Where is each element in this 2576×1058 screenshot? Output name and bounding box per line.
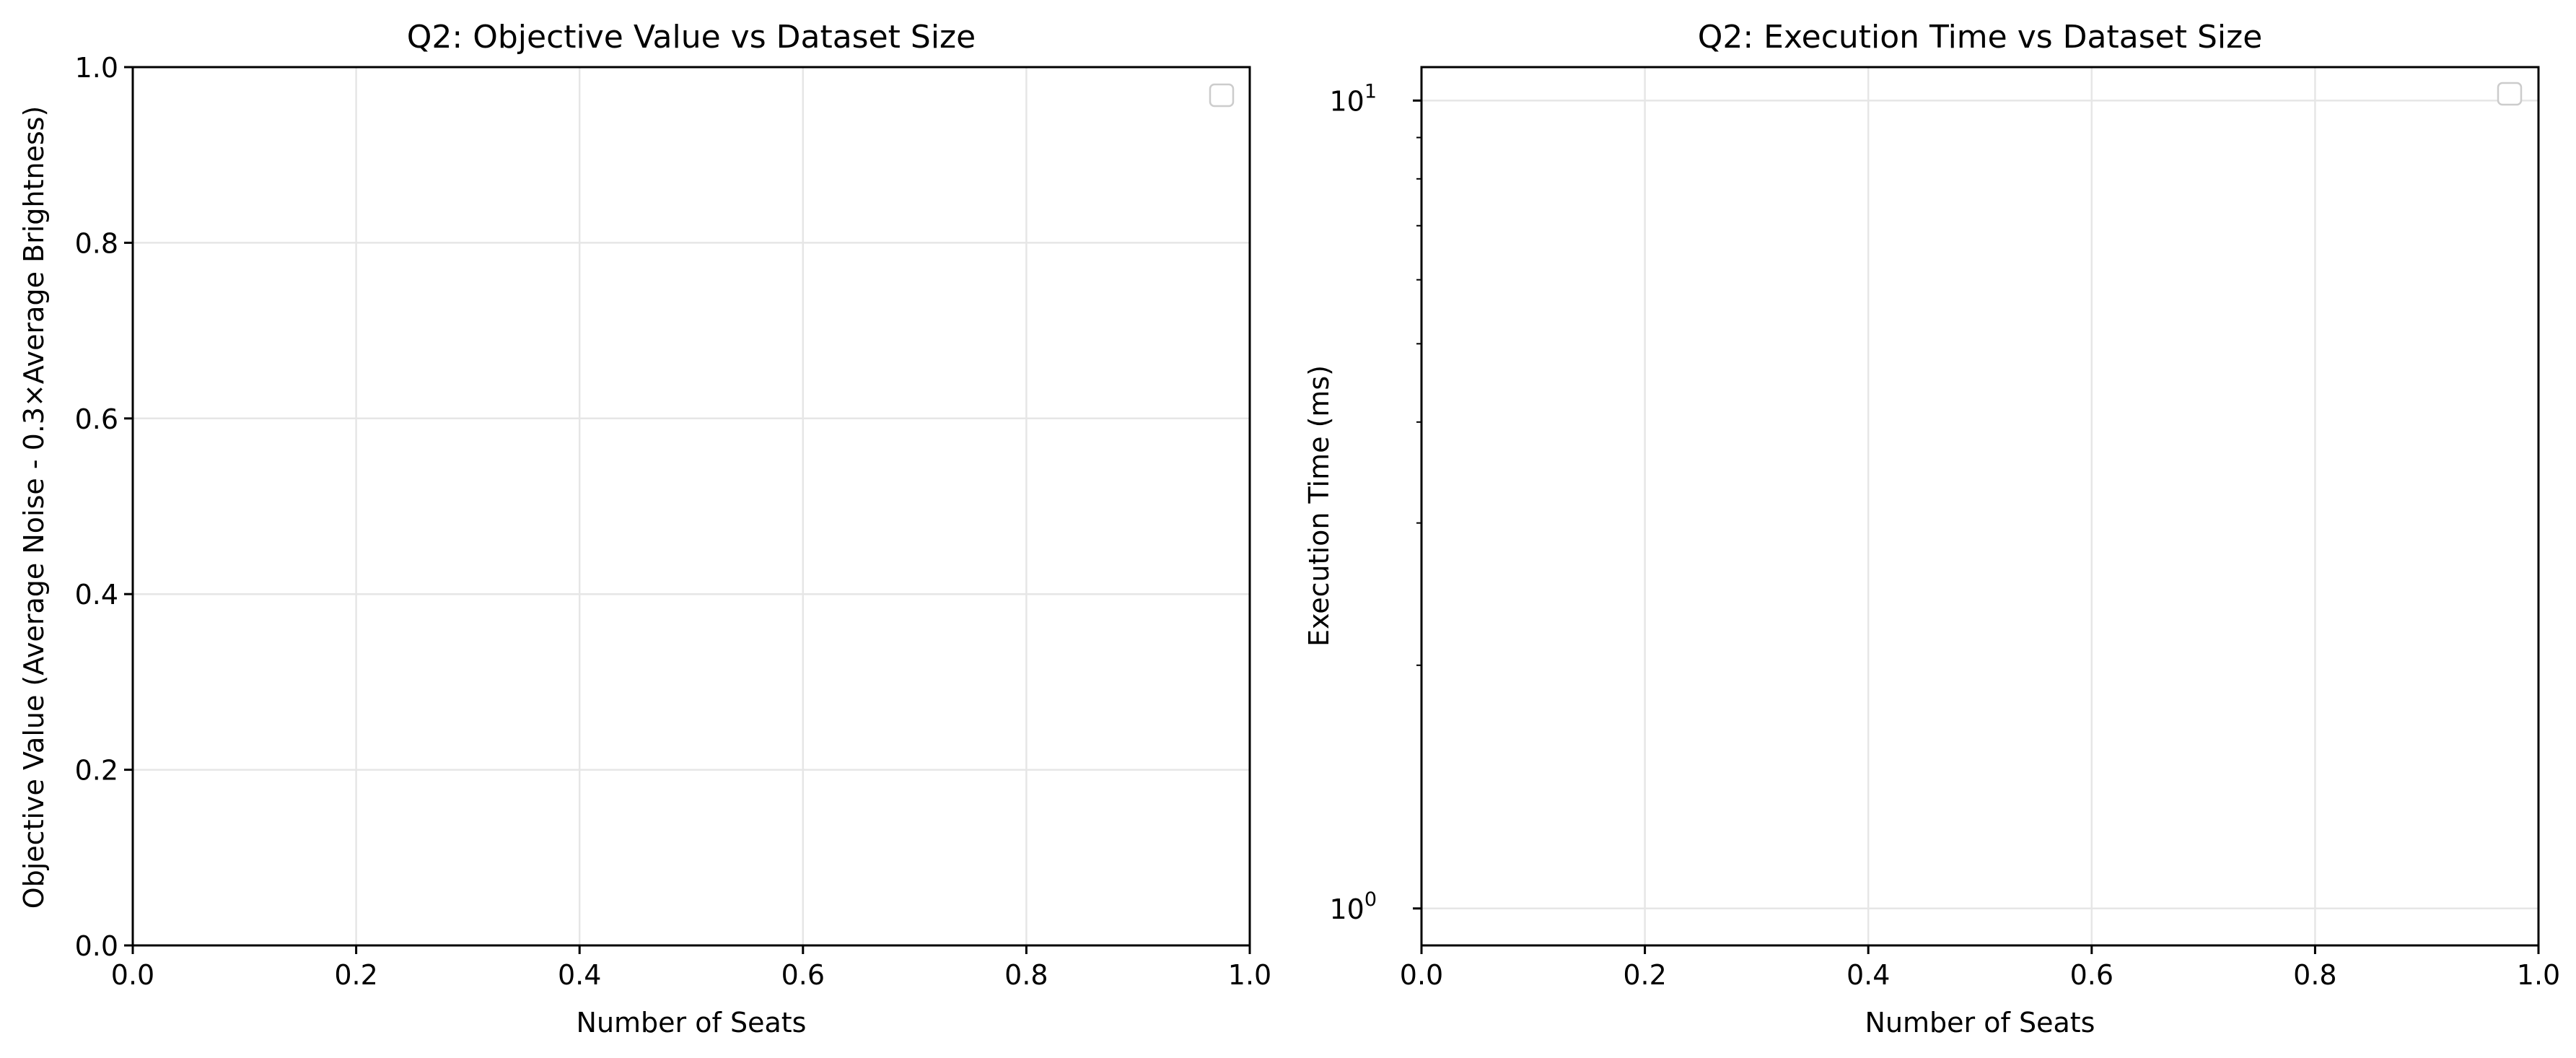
y-tick-base: 10 (1329, 85, 1364, 117)
y-tick-label: 0.2 (75, 755, 118, 787)
x-axis-label: Number of Seats (577, 1007, 807, 1039)
y-tick-label: 0.4 (75, 579, 118, 611)
chart-title: Q2: Execution Time vs Dataset Size (1698, 19, 2263, 56)
y-tick-exponent: 1 (1364, 80, 1377, 102)
x-tick-label: 0.6 (2070, 959, 2113, 991)
objective-value-chart: Q2: Objective Value vs Dataset Size Numb… (18, 19, 1271, 1039)
x-tick-label: 1.0 (2517, 959, 2560, 991)
y-tick-base: 10 (1329, 893, 1364, 925)
x-tick-label: 0.2 (1623, 959, 1666, 991)
plot-frame (1420, 66, 2540, 947)
legend-box (2497, 82, 2523, 106)
y-tick-label: 101 (1329, 80, 1377, 117)
y-axis-label: Objective Value (Average Noise - 0.3×Ave… (18, 106, 50, 909)
x-tick-label: 1.0 (1228, 959, 1271, 991)
y-tick-exponent: 0 (1364, 888, 1377, 911)
x-tick-label: 0.8 (2293, 959, 2336, 991)
execution-time-chart: Q2: Execution Time vs Dataset Size Numbe… (1303, 19, 2560, 1039)
plot-frame (131, 66, 1251, 947)
legend-box (1209, 83, 1235, 108)
x-tick-label: 0.0 (111, 959, 154, 991)
x-axis-label: Number of Seats (1865, 1007, 2095, 1039)
y-tick-label: 0.6 (75, 403, 118, 435)
x-tick-label: 0.8 (1004, 959, 1048, 991)
x-tick-label: 0.4 (1846, 959, 1890, 991)
x-tick-label: 0.6 (781, 959, 825, 991)
grid-lines (131, 66, 1251, 947)
y-tick-label: 100 (1329, 888, 1377, 925)
x-tick-label: 0.2 (334, 959, 377, 991)
x-tick-label: 0.0 (1400, 959, 1443, 991)
x-tick-label: 0.4 (558, 959, 601, 991)
y-axis-label: Execution Time (ms) (1303, 365, 1335, 647)
axis-ticks: 0.0 0.2 0.4 0.6 0.8 1.0 0.0 0.2 0.4 0.6 0.8 1.0 (75, 52, 1272, 991)
y-tick-label: 1.0 (75, 52, 118, 84)
chart-title: Q2: Objective Value vs Dataset Size (407, 19, 976, 56)
y-tick-label: 0.0 (75, 930, 118, 962)
y-tick-label: 0.8 (75, 227, 118, 259)
